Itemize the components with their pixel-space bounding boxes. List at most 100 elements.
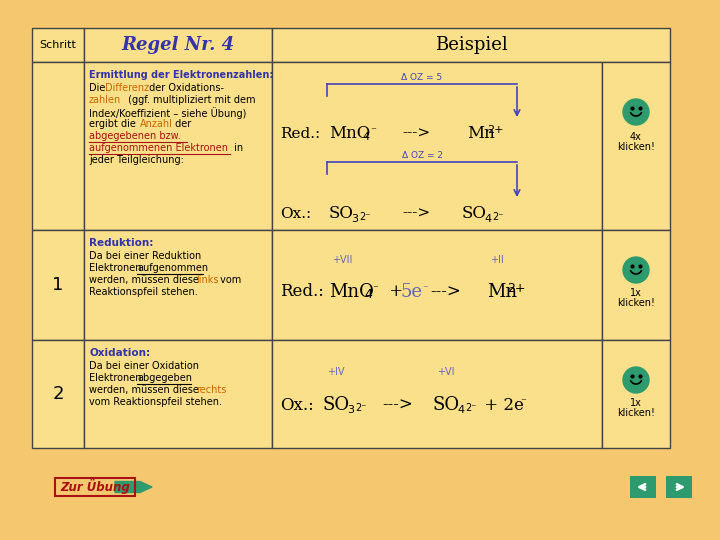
Bar (32, 62, 84, 230)
Text: klicken!: klicken! (617, 408, 655, 418)
Bar (32, 28, 84, 62)
Bar (272, 340, 602, 448)
Text: zahlen: zahlen (89, 95, 121, 105)
Text: +II: +II (490, 255, 504, 265)
Text: 5e: 5e (400, 283, 422, 301)
Text: der: der (172, 119, 192, 129)
Bar (272, 28, 670, 62)
Text: Differenz: Differenz (105, 83, 149, 93)
Text: 2: 2 (53, 385, 64, 403)
Text: Reaktionspfeil stehen.: Reaktionspfeil stehen. (89, 287, 198, 297)
Text: + 2e: + 2e (479, 396, 524, 414)
Text: aufgenommen: aufgenommen (137, 263, 208, 273)
Text: 2⁻: 2⁻ (492, 212, 503, 222)
Text: Index/Koeffizient – siehe Übung): Index/Koeffizient – siehe Übung) (89, 107, 246, 119)
Text: Ermittlung der Elektronenzahlen:: Ermittlung der Elektronenzahlen: (89, 70, 274, 80)
Text: --->: ---> (402, 207, 430, 221)
Text: SO: SO (462, 206, 487, 222)
Text: ⁻: ⁻ (422, 284, 428, 294)
Text: 3: 3 (347, 405, 354, 415)
Text: jeder Teilgleichung:: jeder Teilgleichung: (89, 155, 184, 165)
Bar (602, 340, 670, 448)
Text: der Oxidations-: der Oxidations- (146, 83, 224, 93)
Text: abgegeben: abgegeben (137, 373, 192, 383)
Text: Oxidation:: Oxidation: (89, 348, 150, 358)
Text: 4: 4 (484, 214, 491, 224)
Text: klicken!: klicken! (617, 298, 655, 308)
Text: Beispiel: Beispiel (435, 36, 508, 54)
Text: Regel Nr. 4: Regel Nr. 4 (122, 36, 235, 54)
Text: Da bei einer Reduktion: Da bei einer Reduktion (89, 251, 202, 261)
Text: --->: ---> (382, 396, 413, 414)
Bar (272, 230, 602, 340)
Text: werden, müssen diese: werden, müssen diese (89, 275, 202, 285)
Circle shape (623, 99, 649, 125)
Circle shape (623, 367, 649, 393)
Text: MnO: MnO (329, 125, 370, 143)
Bar (84, 340, 272, 448)
Text: MnO: MnO (329, 283, 374, 301)
Text: Die: Die (89, 83, 109, 93)
Bar (55, 478, 135, 496)
Text: aufgenommenen Elektronen: aufgenommenen Elektronen (89, 143, 228, 153)
Text: 3: 3 (351, 214, 358, 224)
Bar (84, 62, 272, 230)
Text: links: links (196, 275, 218, 285)
Text: --->: ---> (430, 284, 461, 300)
Text: Ox.:: Ox.: (280, 207, 311, 221)
Bar (32, 230, 84, 340)
Text: klicken!: klicken! (617, 142, 655, 152)
Text: --->: ---> (402, 127, 430, 141)
Text: vom Reaktionspfeil stehen.: vom Reaktionspfeil stehen. (89, 397, 222, 407)
Bar (666, 476, 692, 498)
Text: +IV: +IV (327, 367, 344, 377)
Text: 4x: 4x (630, 132, 642, 142)
Text: 1x: 1x (630, 398, 642, 408)
Circle shape (623, 257, 649, 283)
Text: 4: 4 (457, 405, 464, 415)
Text: 2⁻: 2⁻ (359, 212, 370, 222)
Text: +VI: +VI (437, 367, 454, 377)
Text: 2+: 2+ (487, 125, 503, 135)
Text: Δ OZ = 5: Δ OZ = 5 (402, 73, 443, 82)
Bar (630, 476, 656, 498)
Bar (602, 62, 670, 230)
Text: vom: vom (217, 275, 241, 285)
Text: 2⁻: 2⁻ (355, 403, 366, 413)
Text: Anzahl: Anzahl (140, 119, 173, 129)
Text: +: + (384, 284, 408, 300)
Text: 1: 1 (53, 276, 63, 294)
Text: Mn: Mn (487, 283, 517, 301)
Text: 2⁻: 2⁻ (465, 403, 477, 413)
FancyArrow shape (115, 482, 152, 492)
Text: (ggf. multipliziert mit dem: (ggf. multipliziert mit dem (125, 95, 256, 105)
Text: Red.:: Red.: (280, 284, 324, 300)
Text: Mn: Mn (467, 125, 495, 143)
Text: abgegebenen bzw.: abgegebenen bzw. (89, 131, 181, 141)
Text: 4: 4 (364, 288, 372, 301)
Text: 1x: 1x (630, 288, 642, 298)
Text: in: in (231, 143, 243, 153)
Text: ⁻: ⁻ (520, 397, 526, 407)
Text: Da bei einer Oxidation: Da bei einer Oxidation (89, 361, 199, 371)
Text: Elektronen: Elektronen (89, 373, 145, 383)
Text: Zur Übung: Zur Übung (60, 480, 130, 495)
Text: Red.:: Red.: (280, 127, 320, 141)
Text: 2+: 2+ (507, 281, 526, 294)
Text: ⁻: ⁻ (370, 126, 376, 136)
Text: Elektronen: Elektronen (89, 263, 145, 273)
Text: Δ OZ = 2: Δ OZ = 2 (402, 151, 443, 160)
Text: Reduktion:: Reduktion: (89, 238, 153, 248)
Text: SO: SO (432, 396, 459, 414)
Bar (32, 340, 84, 448)
Text: Ox.:: Ox.: (280, 396, 314, 414)
Text: +VII: +VII (332, 255, 352, 265)
Text: ⁻: ⁻ (372, 284, 378, 294)
Bar (272, 62, 602, 230)
Text: ergibt die: ergibt die (89, 119, 139, 129)
Text: Schritt: Schritt (40, 40, 76, 50)
Text: SO: SO (322, 396, 349, 414)
Bar (84, 28, 272, 62)
Text: werden, müssen diese: werden, müssen diese (89, 385, 202, 395)
Text: 4: 4 (362, 132, 369, 142)
